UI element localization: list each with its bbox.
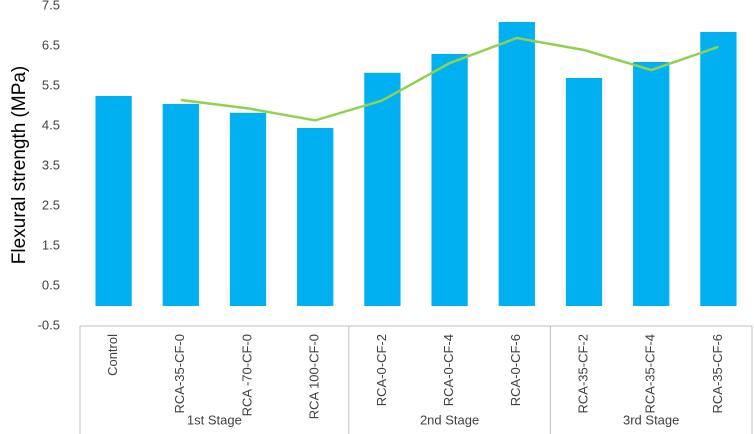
bar: [364, 72, 401, 306]
bar: [700, 32, 737, 306]
y-tick-label: 6.5: [42, 37, 60, 52]
bar: [162, 104, 199, 306]
x-tick-label: RCA-35-CF-4: [643, 334, 658, 413]
bar: [565, 78, 603, 306]
bar: [229, 112, 267, 306]
x-tick-label: RCA-0-CF-2: [374, 334, 389, 406]
y-tick-label: 2.5: [42, 197, 60, 212]
y-axis-title: Flexural strength (MPa): [9, 66, 30, 265]
trend-line: [180, 36, 719, 122]
x-tick-label: RCA-35-CF-6: [710, 334, 725, 413]
y-tick-label: 4.5: [42, 117, 60, 132]
x-tick-label: RCA-0-CF-6: [508, 334, 523, 406]
y-tick-label: 0.5: [42, 277, 60, 292]
y-tick-label: 5.5: [42, 77, 60, 92]
x-tick-label: RCA-0-CF-4: [441, 334, 456, 406]
y-tick-label: 1.5: [42, 237, 60, 252]
x-tick-label: Control: [105, 334, 120, 376]
y-tick-label: 3.5: [42, 157, 60, 172]
group-label: 2nd Stage: [420, 412, 479, 427]
y-tick-label: -0.5: [38, 317, 60, 332]
group-label: 3rd Stage: [623, 412, 679, 427]
x-tick-label: RCA-35-CF-2: [575, 334, 590, 413]
bar: [95, 96, 132, 306]
x-tick-label: RCA 100-CF-0: [307, 334, 322, 419]
y-tick-label: 7.5: [42, 0, 60, 12]
bar: [431, 54, 468, 306]
bar: [297, 128, 334, 306]
bar: [498, 22, 535, 306]
x-tick-label: RCA-35-CF-0: [172, 334, 187, 413]
group-label: 1st Stage: [187, 412, 242, 427]
x-tick-label: RCA -70-CF-0: [239, 334, 254, 416]
bar: [633, 62, 670, 306]
